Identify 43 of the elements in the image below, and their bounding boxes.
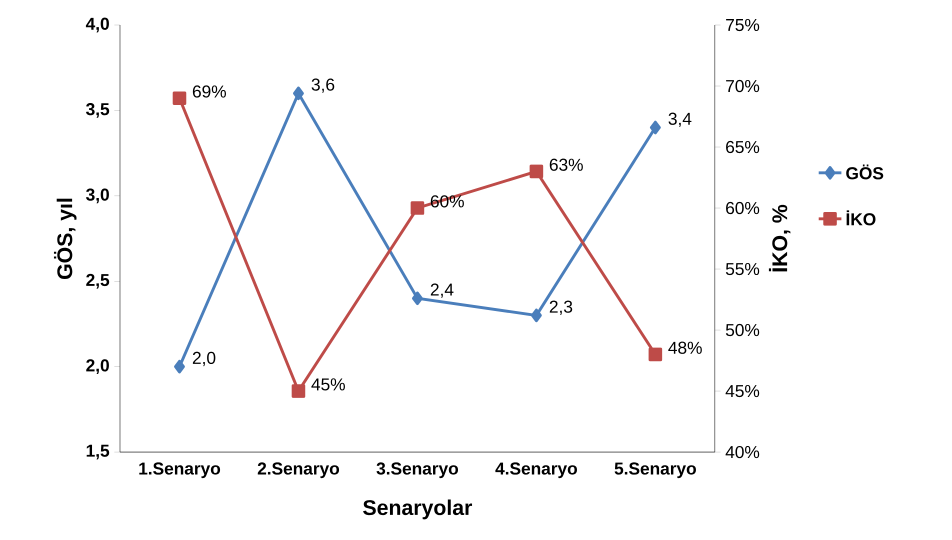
y2-axis-title: İKO, % <box>768 204 790 272</box>
point <box>648 348 662 362</box>
point <box>292 384 306 398</box>
y-tick-label: 2,0 <box>86 359 109 374</box>
x-tick-label: 2.Senaryo <box>258 462 340 478</box>
y2-tick-label: 75% <box>726 18 760 32</box>
point <box>174 360 185 374</box>
point <box>530 164 544 178</box>
data-label: 2,0 <box>192 352 216 366</box>
data-label: 45% <box>311 378 345 390</box>
x-tick-label: 3.Senaryo <box>376 462 458 478</box>
y2-tick-label: 40% <box>726 446 760 458</box>
point <box>530 308 542 322</box>
y2-tick-label: 45% <box>726 384 760 398</box>
legend-label: GÖS <box>846 164 884 180</box>
x-tick-label: 5.Senaryo <box>614 462 696 478</box>
point <box>172 91 186 105</box>
data-label: 3,6 <box>312 78 334 93</box>
data-label: 3,4 <box>668 112 692 127</box>
y-tick-label: 3,5 <box>86 103 110 118</box>
x-tick-label: 1.Senaryo <box>139 462 220 478</box>
point <box>293 86 304 100</box>
data-label: 69% <box>192 85 226 98</box>
y2-tick-label: 50% <box>726 324 760 336</box>
y-tick-label: 4,0 <box>86 18 109 32</box>
y-tick-label: 1,5 <box>86 444 110 460</box>
x-tick-label: 4.Senaryo <box>495 462 577 478</box>
y-axis-title: GÖS, yıl <box>54 198 77 279</box>
y2-tick-label: 55% <box>726 262 760 276</box>
legend-label: İKO <box>846 210 876 226</box>
y2-tick-label: 65% <box>726 140 760 154</box>
data-label: 48% <box>668 342 702 354</box>
y2-tick-label: 70% <box>726 80 760 92</box>
y-tick-label: 2,5 <box>86 274 110 289</box>
point <box>412 292 423 306</box>
y-tick-label: 3,0 <box>86 188 109 204</box>
y2-tick-label: 60% <box>726 202 760 214</box>
point <box>650 120 661 134</box>
data-label: 2,4 <box>430 283 454 298</box>
point <box>410 201 424 215</box>
data-label: 63% <box>550 158 583 171</box>
data-label: 2,3 <box>550 300 572 315</box>
x-axis-title: Senaryolar <box>363 499 472 520</box>
